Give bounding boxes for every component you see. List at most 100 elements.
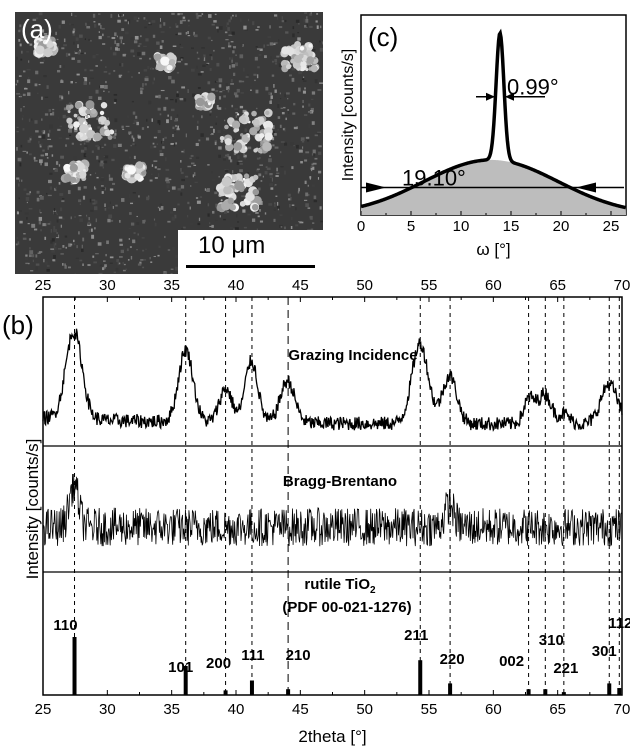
grain (187, 89, 189, 94)
grain (18, 197, 20, 200)
grain (18, 29, 21, 33)
grain (279, 53, 283, 58)
grain (153, 136, 158, 139)
particle-agglomerate (290, 58, 295, 64)
grain (252, 21, 255, 26)
grain (215, 90, 219, 92)
particle-agglomerate (231, 120, 241, 129)
grain (235, 114, 237, 118)
grain (188, 24, 190, 27)
grain (43, 59, 45, 62)
grain (95, 65, 98, 67)
grain (33, 160, 38, 162)
grain (164, 157, 167, 162)
panel-c-label: (c) (368, 22, 399, 52)
grain (93, 186, 96, 189)
grain (227, 88, 230, 93)
grain (205, 165, 207, 167)
grain (215, 122, 217, 125)
particle-agglomerate (69, 163, 78, 172)
grain (72, 30, 75, 34)
grain (163, 106, 167, 111)
grain (265, 166, 268, 169)
grain (307, 157, 309, 159)
grain (247, 213, 251, 216)
grain (104, 155, 109, 159)
grain (224, 31, 228, 34)
grain (35, 70, 39, 75)
grain (47, 138, 52, 140)
particle-agglomerate (78, 171, 87, 179)
grain (225, 83, 228, 87)
grain (124, 31, 129, 35)
grain (307, 111, 312, 113)
grain (149, 145, 154, 149)
grain (289, 74, 292, 77)
grain (88, 228, 91, 233)
grain (107, 117, 109, 122)
grain (189, 222, 194, 226)
grain (15, 83, 18, 86)
x-tick-label-top: 40 (228, 277, 245, 294)
grain (280, 107, 284, 109)
grain (80, 52, 84, 54)
grain (128, 238, 130, 240)
grain (298, 87, 301, 92)
grain (256, 168, 260, 172)
grain (311, 121, 315, 125)
grain (39, 144, 42, 148)
grain (152, 142, 155, 145)
grain (215, 219, 218, 222)
grain (273, 42, 278, 44)
grain (42, 130, 46, 134)
grain (61, 47, 65, 50)
grain (84, 22, 87, 26)
grain (276, 172, 280, 174)
grain (134, 238, 137, 242)
grain (98, 23, 101, 26)
grain (84, 77, 88, 82)
grain (112, 135, 116, 138)
grain (95, 54, 99, 56)
grain (118, 14, 120, 18)
grain (187, 165, 192, 168)
grain (214, 191, 218, 195)
grain (132, 143, 135, 146)
grain (56, 219, 59, 223)
grain (117, 261, 120, 266)
grain (305, 203, 309, 207)
grain (259, 220, 264, 223)
grain (130, 37, 134, 41)
grain (40, 229, 43, 232)
grain (71, 12, 73, 16)
grain (43, 33, 48, 35)
grain (22, 70, 26, 73)
grain (104, 85, 108, 89)
grain (299, 221, 304, 224)
grain (228, 42, 230, 46)
grain (318, 42, 323, 45)
grain (308, 124, 310, 129)
grain (310, 166, 313, 168)
grain (295, 224, 299, 227)
grain (279, 92, 281, 95)
grain (17, 157, 22, 162)
grain (219, 84, 222, 88)
particle-agglomerate (208, 102, 211, 106)
grain (47, 194, 52, 197)
grain (123, 263, 126, 266)
grain (146, 196, 150, 201)
grain (183, 98, 187, 102)
reference-hkl-label: 310 (539, 632, 564, 649)
grain (71, 142, 74, 145)
grain (280, 166, 284, 168)
grain (137, 52, 141, 56)
grain (209, 126, 213, 128)
grain (241, 80, 245, 83)
grain (217, 130, 221, 134)
grain (195, 12, 199, 16)
grain (260, 180, 263, 182)
grain (210, 133, 212, 136)
grain (64, 263, 66, 266)
grain (55, 189, 57, 191)
